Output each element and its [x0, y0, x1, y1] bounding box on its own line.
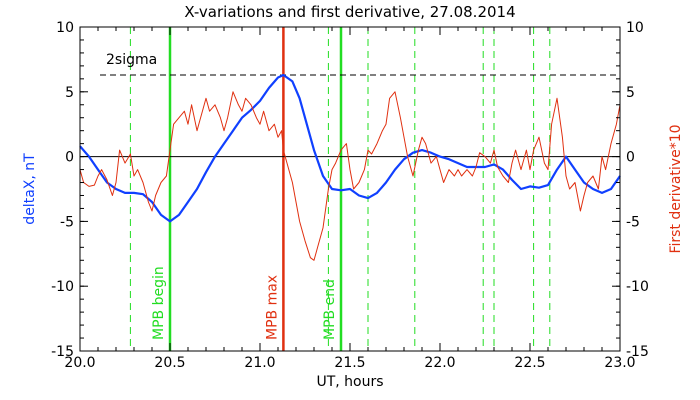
- x-tick-label: 20.5: [154, 355, 185, 371]
- marker-label: MPB max: [264, 275, 280, 340]
- y-tick-label-left: 10: [56, 20, 74, 36]
- chart-title: X-variations and first derivative, 27.08…: [184, 3, 515, 21]
- y-tick-label-right: -5: [626, 214, 640, 230]
- y-tick-label-left: 5: [65, 85, 74, 101]
- x-tick-label: 21.5: [334, 355, 365, 371]
- x-tick-label: 22.0: [424, 355, 455, 371]
- y-tick-label-right: 5: [626, 85, 635, 101]
- y-tick-label-right: 10: [626, 20, 644, 36]
- x-axis-label: UT, hours: [316, 374, 383, 390]
- marker-lines: MPB begin MPB max MPB end: [129, 27, 551, 351]
- x-tick-label: 22.5: [514, 355, 545, 371]
- y-tick-label-left: 0: [65, 150, 74, 166]
- y-tick-label-right: -15: [626, 344, 649, 360]
- marker-label: MPB begin: [151, 266, 167, 340]
- y-axis-label-right: First derivative*10: [668, 124, 684, 253]
- reference-lines: [80, 74, 620, 158]
- y-axis-label-left: deltaX, nT: [22, 153, 38, 225]
- y-tick-label-right: -10: [626, 279, 649, 295]
- sigma-label: 2sigma: [106, 52, 157, 68]
- y-tick-label-left: -10: [51, 279, 74, 295]
- series-line-deltax: [79, 73, 621, 223]
- x-tick-label: 23.0: [604, 355, 635, 371]
- x-tick-label: 20.0: [64, 355, 95, 371]
- y-tick-label-left: -15: [51, 344, 74, 360]
- series-lines: [79, 73, 621, 261]
- chart-labels: X-variations and first derivative, 27.08…: [22, 3, 684, 390]
- series-line-derivative: [79, 91, 621, 261]
- y-tick-label-right: 0: [626, 150, 635, 166]
- axes: 20.0 20.5 21.0 21.5 22.0 22.5 23.0 10 10 5 5 0 0 -5 -5…: [51, 20, 649, 371]
- x-tick-label: 21.0: [244, 355, 275, 371]
- marker-label: MPB end: [322, 279, 338, 340]
- y-tick-label-left: -5: [60, 214, 74, 230]
